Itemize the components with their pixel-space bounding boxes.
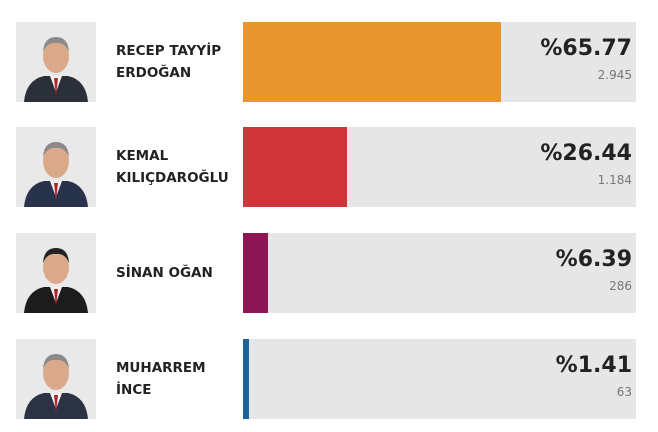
bar (243, 233, 269, 313)
candidate-photo-frame (16, 233, 96, 313)
bar (243, 339, 249, 419)
candidate-row: KEMAL KILIÇDAROĞLU %26.44 1.184 (0, 127, 658, 207)
vote-count: 286 (609, 279, 632, 293)
candidate-name: KEMAL KILIÇDAROĞLU (116, 148, 229, 186)
candidate-photo (16, 339, 96, 419)
bar (243, 127, 347, 207)
bar-track: %65.77 2.945 (243, 22, 636, 102)
percent-label: %26.44 (540, 141, 632, 166)
candidate-row: RECEP TAYYİP ERDOĞAN %65.77 2.945 (0, 22, 658, 102)
bar (243, 22, 502, 102)
vote-count: 2.945 (597, 68, 632, 82)
candidate-photo-frame (16, 127, 96, 207)
percent-label: %65.77 (540, 36, 632, 61)
candidate-name: SİNAN OĞAN (116, 265, 213, 281)
candidate-photo (16, 233, 96, 313)
candidate-name: RECEP TAYYİP ERDOĞAN (116, 43, 222, 81)
bar-track: %1.41 63 (243, 339, 636, 419)
bar-track: %26.44 1.184 (243, 127, 636, 207)
bar-track: %6.39 286 (243, 233, 636, 313)
candidate-photo-frame (16, 22, 96, 102)
percent-label: %6.39 (555, 247, 632, 272)
vote-count: 63 (616, 385, 632, 399)
candidate-name: MUHARREM İNCE (116, 360, 206, 398)
vote-count: 1.184 (597, 173, 632, 187)
candidate-photo (16, 22, 96, 102)
percent-label: %1.41 (555, 353, 632, 378)
candidate-row: MUHARREM İNCE %1.41 63 (0, 339, 658, 419)
candidate-photo (16, 127, 96, 207)
candidate-row: SİNAN OĞAN %6.39 286 (0, 233, 658, 313)
candidate-photo-frame (16, 339, 96, 419)
